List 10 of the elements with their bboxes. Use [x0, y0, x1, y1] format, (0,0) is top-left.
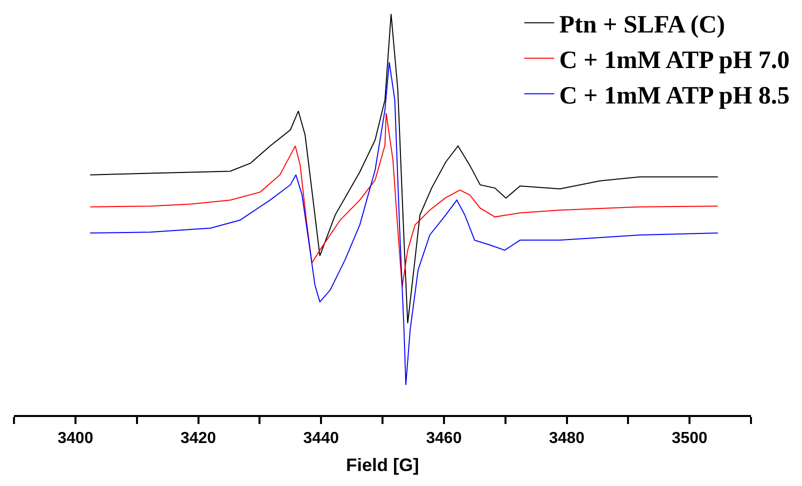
legend-label: Ptn + SLFA (C) [559, 12, 726, 38]
x-tick-label: 3440 [303, 430, 339, 448]
legend-label: C + 1mM ATP pH 7.0 [559, 47, 790, 74]
legend-label: C + 1mM ATP pH 8.5 [559, 82, 790, 110]
x-tick-label: 3400 [58, 430, 94, 448]
x-tick-label: 3500 [672, 430, 708, 448]
x-tick-label: 3420 [180, 430, 216, 448]
x-tick-label: 3480 [548, 430, 585, 448]
x-tick-label: 3460 [426, 430, 462, 448]
x-axis-title: Field [G] [346, 454, 419, 475]
